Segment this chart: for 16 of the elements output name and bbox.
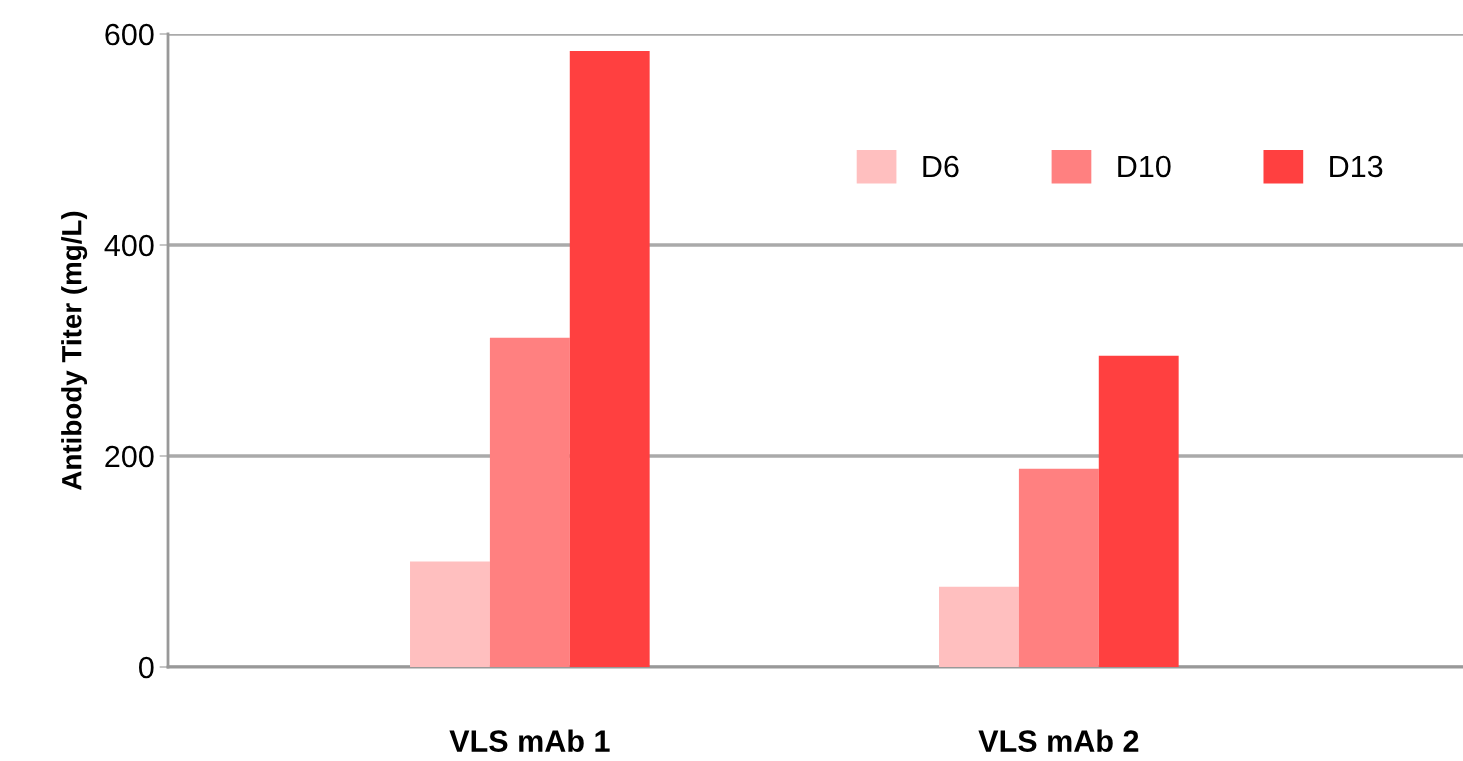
legend-label: D6 — [923, 155, 959, 178]
y-tick-label: 0 — [139, 656, 154, 679]
x-tick-label: VLS mAb 1 — [449, 729, 610, 752]
bar — [1098, 355, 1179, 667]
bar — [410, 561, 490, 667]
bar — [569, 50, 650, 667]
y-axis-title: Antibody Titer (mg/L) — [61, 211, 88, 490]
legend-label: D10 — [1118, 155, 1171, 178]
bar — [1018, 468, 1099, 667]
bar — [489, 337, 570, 667]
legend-label: D13 — [1330, 155, 1383, 178]
bar — [939, 586, 1019, 667]
y-tick-label: 400 — [104, 234, 154, 257]
y-tick-label: 600 — [105, 23, 154, 46]
x-tick-label: VLS mAb 2 — [978, 729, 1139, 752]
y-tick-label: 200 — [105, 445, 154, 468]
